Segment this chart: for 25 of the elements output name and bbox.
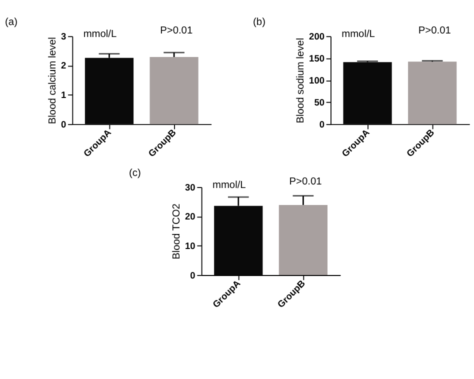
y-axis-title: Blood TCO2 bbox=[171, 203, 182, 260]
y-tick-label: 0 bbox=[61, 119, 66, 130]
text: P>0.01 bbox=[418, 25, 452, 36]
y-tick-label: 3 bbox=[61, 31, 66, 42]
y-tick-label: 2 bbox=[61, 60, 66, 71]
chart-title: (b) bbox=[253, 17, 266, 28]
y-tick-label: 50 bbox=[314, 97, 324, 108]
y-tick-label: 10 bbox=[185, 240, 196, 251]
y-axis-title: Blood sodium level bbox=[295, 38, 306, 124]
y-tick-label: 150 bbox=[309, 53, 324, 64]
annotation: mmol/L bbox=[212, 180, 246, 191]
chart-title: (c) bbox=[129, 168, 141, 179]
y-tick-label: 1 bbox=[61, 90, 66, 100]
y-tick-label: 0 bbox=[319, 119, 324, 130]
text: P>0.01 bbox=[289, 176, 322, 188]
y-axis-title: Blood calcium level bbox=[47, 37, 58, 124]
annotation: mmol/L bbox=[342, 29, 376, 40]
y-tick-label: 200 bbox=[309, 31, 324, 42]
annotation: mmol/L bbox=[83, 29, 118, 40]
text: P>0.01 bbox=[160, 25, 193, 36]
y-tick-label: 30 bbox=[185, 182, 196, 192]
y-tick-label: 100 bbox=[309, 75, 324, 86]
chart-title: (a) bbox=[5, 17, 18, 28]
y-tick-label: 20 bbox=[185, 212, 196, 222]
y-tick-label: 0 bbox=[190, 270, 196, 280]
